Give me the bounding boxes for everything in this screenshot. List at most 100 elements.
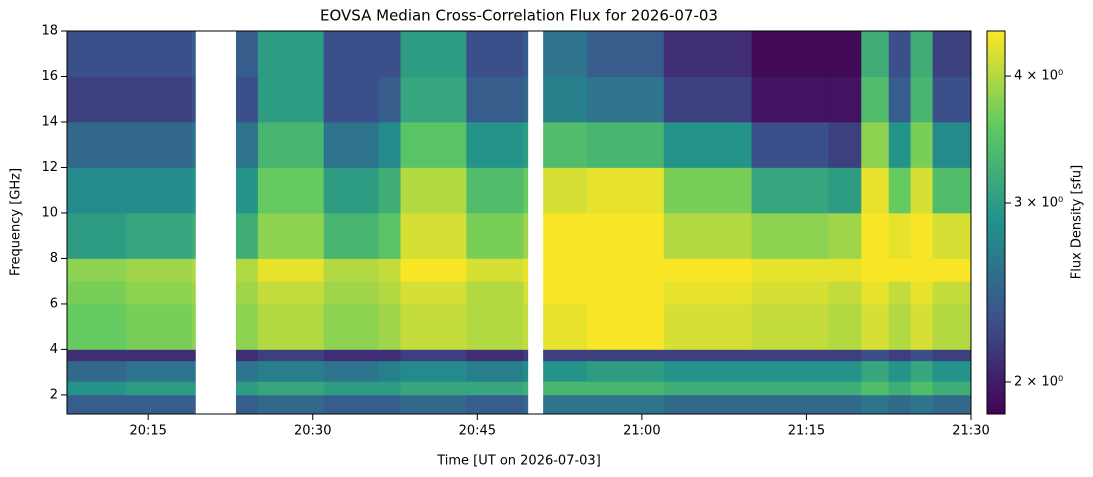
heatmap-cell [378, 167, 401, 214]
heatmap-cell [400, 360, 467, 382]
heatmap-cell [400, 121, 467, 168]
heatmap-cell [67, 349, 127, 362]
heatmap-cell [126, 360, 193, 382]
heatmap-cell [466, 31, 524, 77]
heatmap-cell [932, 31, 972, 77]
heatmap-cell [67, 31, 127, 77]
heatmap-cell [543, 31, 588, 77]
heatmap-cell [235, 258, 259, 282]
heatmap-cell [888, 76, 912, 123]
heatmap-cell [543, 212, 588, 259]
heatmap-cell [126, 121, 193, 168]
heatmap-cell [888, 31, 912, 77]
heatmap-cell [888, 258, 912, 282]
heatmap-cell [828, 394, 862, 415]
heatmap-cell [751, 394, 829, 415]
heatmap-cell [67, 303, 127, 350]
heatmap-cell [323, 31, 379, 77]
heatmap-cell [861, 76, 890, 123]
heatmap-cell [828, 258, 862, 282]
y-tick-label: 16 [41, 69, 58, 84]
heatmap-cell [861, 167, 890, 214]
heatmap-cell [466, 281, 524, 305]
heatmap-cell [888, 212, 912, 259]
heatmap-cell [861, 381, 890, 396]
heatmap-cell [235, 381, 259, 396]
heatmap-cell [523, 349, 529, 362]
heatmap-cell [126, 394, 193, 415]
heatmap-cell [543, 167, 588, 214]
heatmap-cell [587, 360, 665, 382]
heatmap-cell [523, 281, 529, 305]
heatmap-cell [888, 360, 912, 382]
heatmap-cell [910, 394, 934, 415]
heatmap-cell [67, 258, 127, 282]
heatmap-cell [466, 303, 524, 350]
heatmap-cell [400, 381, 467, 396]
y-tick-label: 10 [41, 205, 58, 220]
x-tick-label: 20:15 [129, 424, 166, 439]
heatmap-cell [861, 281, 890, 305]
y-tick-label: 18 [41, 24, 58, 39]
heatmap-cell [378, 31, 401, 77]
heatmap-cell [543, 349, 588, 362]
heatmap-cell [192, 349, 196, 362]
heatmap-cell [932, 167, 972, 214]
heatmap-cell [192, 76, 196, 123]
heatmap-cell [378, 303, 401, 350]
heatmap-cell [235, 31, 259, 77]
heatmap-cell [192, 360, 196, 382]
heatmap-cell [663, 394, 752, 415]
heatmap-cell [861, 349, 890, 362]
x-tick-label: 21:00 [623, 424, 660, 439]
heatmap-cell [910, 258, 934, 282]
heatmap-cell [323, 349, 379, 362]
heatmap-cell [257, 167, 325, 214]
heatmap-cell [663, 212, 752, 259]
heatmap-cell [466, 167, 524, 214]
heatmap-cell [751, 167, 829, 214]
heatmap-cell [67, 76, 127, 123]
heatmap-cell [192, 258, 196, 282]
heatmap-cell [235, 303, 259, 350]
heatmap-cell [828, 381, 862, 396]
heatmap-cell [910, 121, 934, 168]
heatmap-cell [67, 167, 127, 214]
heatmap-cell [466, 121, 524, 168]
heatmap-cell [828, 212, 862, 259]
heatmap-cell [663, 76, 752, 123]
heatmap-cell [663, 258, 752, 282]
heatmap-cell [523, 167, 529, 214]
heatmap-cell [888, 394, 912, 415]
heatmap-cell [751, 76, 829, 123]
heatmap-cell [587, 212, 665, 259]
heatmap-cell [67, 212, 127, 259]
heatmap-cell [378, 360, 401, 382]
heatmap-cell [257, 381, 325, 396]
heatmap-cell [828, 167, 862, 214]
heatmap [67, 31, 972, 415]
heatmap-cell [400, 258, 467, 282]
heatmap-cell [257, 121, 325, 168]
heatmap-cell [378, 76, 401, 123]
heatmap-cell [466, 394, 524, 415]
heatmap-cell [400, 212, 467, 259]
x-tick-label: 20:30 [294, 424, 331, 439]
heatmap-cell [587, 281, 665, 305]
heatmap-cell [378, 381, 401, 396]
heatmap-cell [932, 212, 972, 259]
heatmap-cell [910, 360, 934, 382]
heatmap-cell [888, 281, 912, 305]
heatmap-cell [751, 303, 829, 350]
heatmap-cell [67, 360, 127, 382]
heatmap-cell [400, 349, 467, 362]
heatmap-cell [587, 76, 665, 123]
heatmap-cell [523, 31, 529, 77]
heatmap-cell [192, 281, 196, 305]
heatmap-cell [523, 381, 529, 396]
heatmap-cell [910, 349, 934, 362]
heatmap-cell [323, 381, 379, 396]
heatmap-cell [828, 121, 862, 168]
heatmap-cell [126, 303, 193, 350]
